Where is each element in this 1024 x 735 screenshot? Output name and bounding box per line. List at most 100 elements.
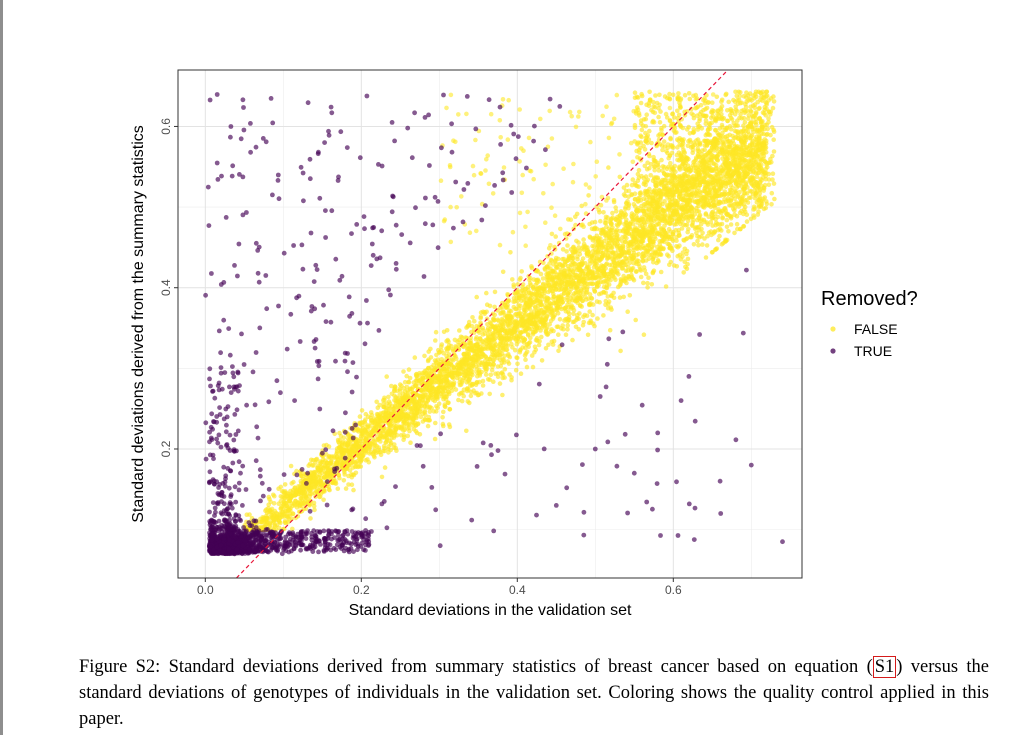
false-point — [420, 397, 426, 403]
false-point — [370, 436, 376, 442]
false-point — [550, 342, 556, 347]
false-point — [371, 453, 377, 459]
false-point — [556, 348, 561, 354]
false-point — [420, 375, 426, 381]
false-point — [595, 244, 600, 250]
false-point — [317, 459, 323, 464]
false-point — [378, 452, 384, 458]
false-point — [535, 297, 540, 303]
false-point — [435, 357, 441, 363]
false-point — [638, 274, 644, 280]
false-point — [619, 278, 624, 283]
false-point — [527, 299, 533, 304]
false-point — [491, 358, 497, 363]
false-point — [735, 226, 740, 232]
false-point — [649, 282, 655, 287]
false-point — [667, 262, 672, 268]
false-point — [381, 443, 387, 449]
false-point — [420, 419, 426, 424]
false-point — [687, 206, 693, 212]
false-point — [456, 397, 461, 403]
false-point — [413, 399, 419, 405]
false-point — [343, 486, 349, 491]
false-point — [548, 257, 554, 263]
false-point — [527, 303, 533, 309]
false-point — [453, 344, 458, 349]
false-point — [721, 240, 726, 246]
false-point — [676, 233, 682, 238]
false-point — [581, 314, 586, 320]
false-point — [564, 281, 570, 287]
false-point — [309, 457, 314, 463]
false-point — [353, 470, 359, 476]
false-point — [572, 319, 577, 325]
false-point — [544, 272, 549, 277]
false-point — [372, 440, 378, 445]
false-point — [627, 260, 633, 266]
false-point — [500, 345, 506, 351]
false-point — [497, 331, 503, 336]
false-point — [442, 369, 448, 374]
false-point — [487, 303, 493, 309]
false-point — [611, 199, 617, 205]
false-point — [283, 489, 288, 494]
false-point — [491, 347, 496, 353]
false-point — [439, 342, 445, 347]
false-point — [530, 364, 536, 370]
false-point — [460, 335, 465, 340]
false-point — [461, 393, 467, 399]
false-point — [629, 274, 635, 280]
false-point — [337, 475, 342, 481]
false-point — [691, 242, 697, 247]
false-point — [550, 296, 556, 302]
false-point — [671, 229, 676, 235]
false-point — [484, 290, 489, 296]
false-point — [678, 257, 684, 262]
false-point — [728, 203, 733, 208]
false-point — [550, 316, 556, 321]
false-point — [279, 504, 284, 509]
false-point — [452, 337, 458, 343]
false-point — [278, 494, 284, 499]
false-point — [748, 216, 754, 222]
false-point — [554, 265, 559, 271]
false-point — [543, 346, 549, 351]
false-point — [577, 311, 582, 316]
false-point — [713, 188, 718, 193]
false-point — [423, 383, 429, 389]
false-point — [513, 306, 518, 312]
false-point — [515, 313, 520, 319]
false-point — [499, 316, 505, 322]
false-point — [690, 150, 695, 156]
false-point — [538, 293, 544, 299]
false-point — [543, 326, 549, 332]
false-point — [579, 203, 584, 209]
false-point — [467, 370, 473, 376]
false-point — [583, 245, 589, 250]
false-point — [290, 511, 296, 517]
false-point — [523, 308, 529, 314]
false-point — [625, 309, 630, 315]
false-point — [519, 298, 524, 304]
false-point — [597, 299, 602, 305]
false-point — [447, 407, 453, 412]
false-point — [388, 411, 393, 417]
false-point — [322, 474, 327, 480]
false-point — [598, 218, 603, 224]
false-point — [724, 224, 730, 230]
false-point — [630, 177, 636, 182]
false-point — [582, 294, 588, 300]
false-point — [623, 200, 629, 206]
false-point — [380, 421, 386, 426]
false-point — [646, 256, 652, 262]
false-point — [466, 362, 471, 368]
false-point — [685, 256, 691, 262]
false-point — [381, 398, 386, 403]
false-point — [603, 244, 609, 250]
false-point — [311, 503, 317, 509]
false-point — [512, 290, 517, 296]
false-point — [599, 231, 604, 236]
false-point — [700, 242, 705, 247]
false-point — [594, 226, 600, 232]
false-point — [440, 389, 445, 395]
